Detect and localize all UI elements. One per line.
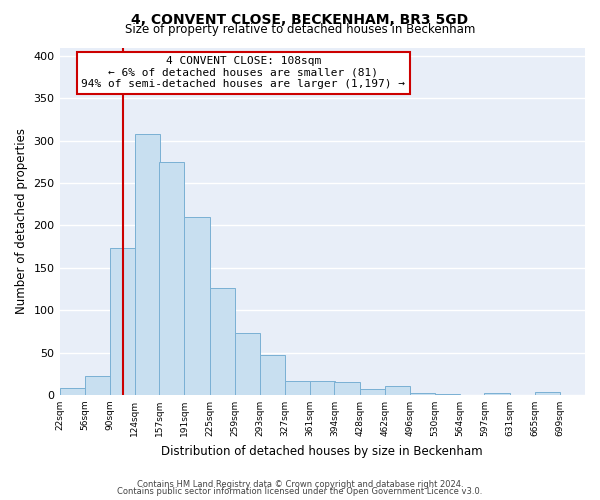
- X-axis label: Distribution of detached houses by size in Beckenham: Distribution of detached houses by size …: [161, 444, 483, 458]
- Bar: [184, 217, 209, 395]
- Bar: [385, 386, 410, 395]
- Bar: [235, 333, 260, 395]
- Bar: [285, 382, 310, 395]
- Bar: [110, 248, 135, 395]
- Bar: [85, 376, 110, 395]
- Text: Contains HM Land Registry data © Crown copyright and database right 2024.: Contains HM Land Registry data © Crown c…: [137, 480, 463, 489]
- Bar: [209, 288, 235, 395]
- Bar: [535, 392, 560, 395]
- Bar: [435, 394, 460, 395]
- Bar: [334, 382, 359, 395]
- Bar: [260, 355, 285, 395]
- Bar: [484, 393, 509, 395]
- Bar: [310, 382, 335, 395]
- Bar: [59, 388, 85, 395]
- Text: 4, CONVENT CLOSE, BECKENHAM, BR3 5GD: 4, CONVENT CLOSE, BECKENHAM, BR3 5GD: [131, 12, 469, 26]
- Text: Size of property relative to detached houses in Beckenham: Size of property relative to detached ho…: [125, 22, 475, 36]
- Text: 4 CONVENT CLOSE: 108sqm
← 6% of detached houses are smaller (81)
94% of semi-det: 4 CONVENT CLOSE: 108sqm ← 6% of detached…: [82, 56, 406, 90]
- Text: Contains public sector information licensed under the Open Government Licence v3: Contains public sector information licen…: [118, 487, 482, 496]
- Bar: [410, 393, 435, 395]
- Y-axis label: Number of detached properties: Number of detached properties: [15, 128, 28, 314]
- Bar: [160, 162, 184, 395]
- Bar: [135, 134, 160, 395]
- Bar: [359, 389, 385, 395]
